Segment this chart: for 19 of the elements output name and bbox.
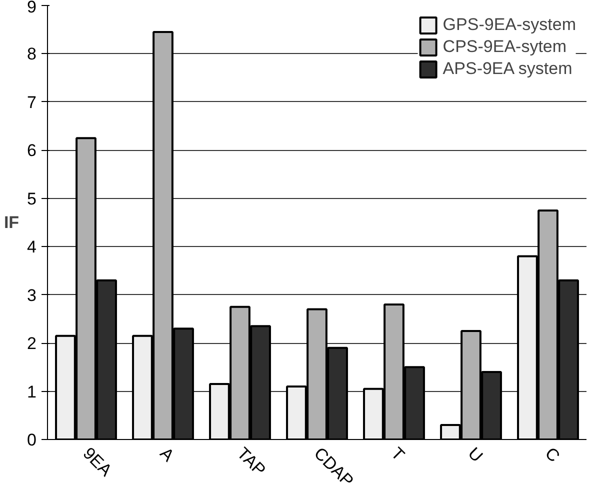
x-tick-label: T	[387, 444, 408, 465]
y-tick-label: 0	[27, 430, 37, 450]
y-tick-label: 9	[27, 0, 37, 16]
y-tick-label: 8	[27, 44, 37, 64]
y-tick-label: 4	[27, 238, 37, 257]
legend-label: CPS-9EA-sytem	[442, 37, 567, 57]
y-tick-label: 3	[27, 286, 37, 305]
x-tick-label: C	[541, 444, 564, 466]
y-tick-label: 1	[27, 382, 37, 402]
y-tick-label: 5	[27, 189, 37, 208]
legend-label: APS-9EA system	[442, 59, 572, 79]
x-tick-label: U	[464, 444, 486, 466]
y-tick-label: 2	[27, 334, 37, 354]
legend-label: GPS-9EA-system	[442, 15, 576, 35]
y-tick-label: 6	[27, 141, 37, 160]
x-tick-label: A	[156, 444, 178, 466]
x-tick-label: TAP	[233, 444, 270, 480]
y-tick-label: 7	[27, 92, 37, 112]
y-axis-title: IF	[4, 213, 20, 232]
